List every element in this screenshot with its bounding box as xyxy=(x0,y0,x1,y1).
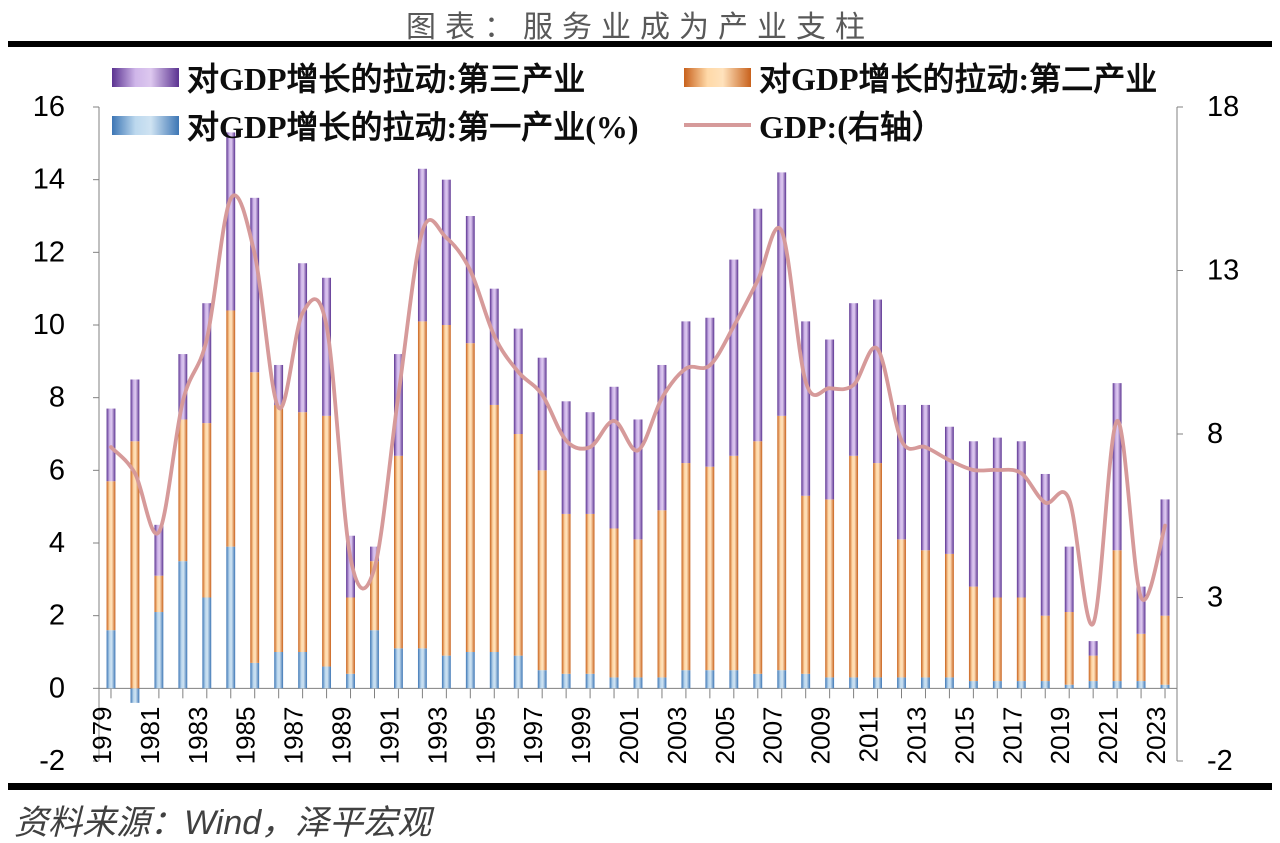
svg-text:8: 8 xyxy=(1207,418,1223,450)
svg-text:1981: 1981 xyxy=(135,707,165,765)
svg-text:4: 4 xyxy=(49,527,65,559)
svg-text:2011: 2011 xyxy=(854,707,884,763)
svg-text:14: 14 xyxy=(33,164,65,196)
svg-text:3: 3 xyxy=(1207,582,1223,614)
svg-text:2017: 2017 xyxy=(997,707,1027,765)
svg-text:16: 16 xyxy=(33,91,65,123)
svg-text:2: 2 xyxy=(49,600,65,632)
svg-text:2009: 2009 xyxy=(806,707,836,765)
svg-text:2007: 2007 xyxy=(758,707,788,765)
svg-text:1999: 1999 xyxy=(566,707,596,765)
svg-text:2019: 2019 xyxy=(1045,707,1075,765)
svg-text:2001: 2001 xyxy=(614,707,644,765)
svg-text:13: 13 xyxy=(1207,255,1239,287)
svg-text:1993: 1993 xyxy=(422,707,452,765)
svg-text:10: 10 xyxy=(33,309,65,341)
svg-text:-2: -2 xyxy=(39,745,65,777)
svg-text:1983: 1983 xyxy=(183,707,213,765)
svg-text:0: 0 xyxy=(49,672,65,704)
svg-text:18: 18 xyxy=(1207,91,1239,123)
svg-text:1989: 1989 xyxy=(327,707,357,765)
svg-text:1987: 1987 xyxy=(279,707,309,765)
svg-text:12: 12 xyxy=(33,236,65,268)
svg-text:6: 6 xyxy=(49,454,65,486)
svg-text:-2: -2 xyxy=(1207,745,1233,777)
svg-text:2003: 2003 xyxy=(662,707,692,765)
svg-text:2005: 2005 xyxy=(710,707,740,765)
svg-text:2013: 2013 xyxy=(901,707,931,765)
svg-text:8: 8 xyxy=(49,382,65,414)
svg-text:2015: 2015 xyxy=(949,707,979,765)
svg-text:1979: 1979 xyxy=(87,707,117,765)
svg-text:1995: 1995 xyxy=(470,707,500,765)
svg-text:1997: 1997 xyxy=(518,707,548,765)
svg-text:1985: 1985 xyxy=(231,707,261,765)
svg-text:2021: 2021 xyxy=(1093,707,1123,765)
svg-text:2023: 2023 xyxy=(1141,707,1171,765)
svg-text:1991: 1991 xyxy=(374,707,404,765)
